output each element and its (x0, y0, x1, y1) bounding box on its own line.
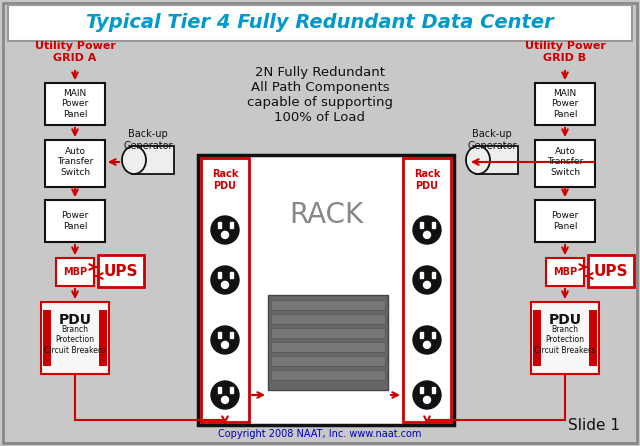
Ellipse shape (466, 146, 490, 174)
Bar (431, 387, 435, 393)
Circle shape (413, 381, 441, 409)
Text: UPS: UPS (594, 264, 628, 278)
Bar (535, 200, 595, 242)
Bar (589, 310, 597, 366)
Bar (218, 387, 221, 393)
Circle shape (211, 266, 239, 294)
Bar (230, 222, 232, 228)
Text: Auto
Transfer
Switch: Auto Transfer Switch (57, 147, 93, 177)
Text: MAIN
Power
Panel: MAIN Power Panel (552, 89, 579, 119)
Text: Utility Power
GRID A: Utility Power GRID A (35, 41, 115, 63)
Bar (218, 272, 221, 278)
Bar (218, 222, 221, 228)
Bar (132, 146, 174, 174)
Bar (535, 83, 595, 125)
Circle shape (413, 266, 441, 294)
Bar (43, 310, 51, 366)
Circle shape (424, 281, 431, 289)
Circle shape (424, 341, 431, 348)
Bar (271, 300, 385, 310)
Bar (218, 332, 221, 338)
Text: Branch
Protection
Circuit Breakers: Branch Protection Circuit Breakers (44, 325, 106, 355)
Bar (41, 302, 109, 374)
Bar (45, 200, 105, 242)
Bar (546, 258, 584, 286)
Text: Utility Power
GRID B: Utility Power GRID B (525, 41, 605, 63)
Bar (198, 155, 454, 425)
Bar (8, 5, 632, 41)
Text: MBP: MBP (63, 267, 87, 277)
Bar (431, 272, 435, 278)
Bar (431, 332, 435, 338)
Ellipse shape (122, 146, 146, 174)
Bar (56, 258, 94, 286)
Bar (271, 370, 385, 380)
Text: Power
Panel: Power Panel (552, 211, 579, 231)
Bar (201, 158, 249, 422)
Text: Rack
PDU: Rack PDU (414, 169, 440, 191)
Bar (535, 140, 595, 187)
Text: UPS: UPS (104, 264, 138, 278)
Text: Auto
Transfer
Switch: Auto Transfer Switch (547, 147, 583, 177)
Bar (45, 140, 105, 187)
Text: Typical Tier 4 Fully Redundant Data Center: Typical Tier 4 Fully Redundant Data Cent… (86, 13, 554, 33)
Bar (230, 332, 232, 338)
Bar (98, 255, 144, 287)
Text: PDU: PDU (548, 313, 582, 327)
Circle shape (424, 396, 431, 403)
Text: RACK: RACK (289, 201, 363, 229)
Bar (271, 314, 385, 324)
Bar (419, 332, 422, 338)
Circle shape (211, 326, 239, 354)
Bar (533, 310, 541, 366)
Circle shape (221, 231, 228, 239)
Text: Back-up
Generator: Back-up Generator (467, 129, 516, 151)
Bar (403, 158, 451, 422)
Circle shape (211, 216, 239, 244)
Circle shape (211, 381, 239, 409)
Circle shape (221, 281, 228, 289)
Text: PDU: PDU (58, 313, 92, 327)
Circle shape (413, 326, 441, 354)
Bar (271, 328, 385, 338)
Bar (99, 310, 107, 366)
Bar (431, 222, 435, 228)
Bar (271, 356, 385, 366)
Text: Branch
Protection
Circuit Breakers: Branch Protection Circuit Breakers (534, 325, 596, 355)
Text: Rack
PDU: Rack PDU (212, 169, 238, 191)
Bar (45, 83, 105, 125)
Text: Back-up
Generator: Back-up Generator (124, 129, 173, 151)
Circle shape (424, 231, 431, 239)
Bar (230, 272, 232, 278)
Bar (419, 272, 422, 278)
Circle shape (221, 341, 228, 348)
Bar (419, 222, 422, 228)
Bar (271, 342, 385, 352)
Bar (419, 387, 422, 393)
Bar (476, 146, 518, 174)
Text: Power
Panel: Power Panel (61, 211, 88, 231)
Text: MAIN
Power
Panel: MAIN Power Panel (61, 89, 88, 119)
Bar (268, 295, 388, 390)
Circle shape (221, 396, 228, 403)
Text: 2N Fully Redundant
All Path Components
capable of supporting
100% of Load: 2N Fully Redundant All Path Components c… (247, 66, 393, 124)
Circle shape (413, 216, 441, 244)
Bar (588, 255, 634, 287)
Bar (531, 302, 599, 374)
Text: Copyright 2008 NAAT, Inc. www.naat.com: Copyright 2008 NAAT, Inc. www.naat.com (218, 429, 422, 439)
Bar (230, 387, 232, 393)
Text: MBP: MBP (553, 267, 577, 277)
Text: Slide 1: Slide 1 (568, 418, 620, 434)
